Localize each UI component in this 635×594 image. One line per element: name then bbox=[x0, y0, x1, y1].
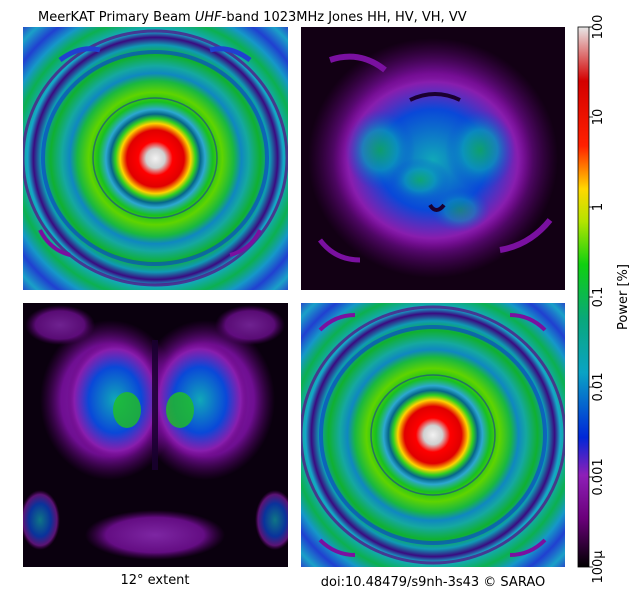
colorbar-tick-label: 0.01 bbox=[591, 373, 606, 402]
panel-hh bbox=[23, 27, 288, 290]
colorbar-tick-label: 0.001 bbox=[591, 458, 606, 495]
colorbar-tick-label: 100μ bbox=[591, 550, 606, 583]
colorbar bbox=[577, 26, 590, 568]
extent-label: 12° extent bbox=[120, 573, 189, 588]
colorbar-tick-label: 100 bbox=[591, 15, 606, 40]
panel-vv bbox=[301, 303, 565, 567]
colorbar-tick-label: 0.1 bbox=[591, 287, 606, 308]
colorbar-tick-label: 10 bbox=[591, 109, 606, 126]
panel-hv bbox=[301, 27, 565, 290]
credit-label: doi:10.48479/s9nh-3s43 © SARAO bbox=[321, 575, 545, 590]
colorbar-ticks: 100 10 1 0.1 0.01 0.001 100μ bbox=[589, 15, 606, 584]
colorbar-label: Power [%] bbox=[616, 264, 631, 330]
chart-title: MeerKAT Primary Beam UHF-band 1023MHz Jo… bbox=[38, 10, 467, 25]
panel-vh bbox=[23, 303, 288, 567]
colorbar-tick-label: 1 bbox=[591, 203, 606, 211]
